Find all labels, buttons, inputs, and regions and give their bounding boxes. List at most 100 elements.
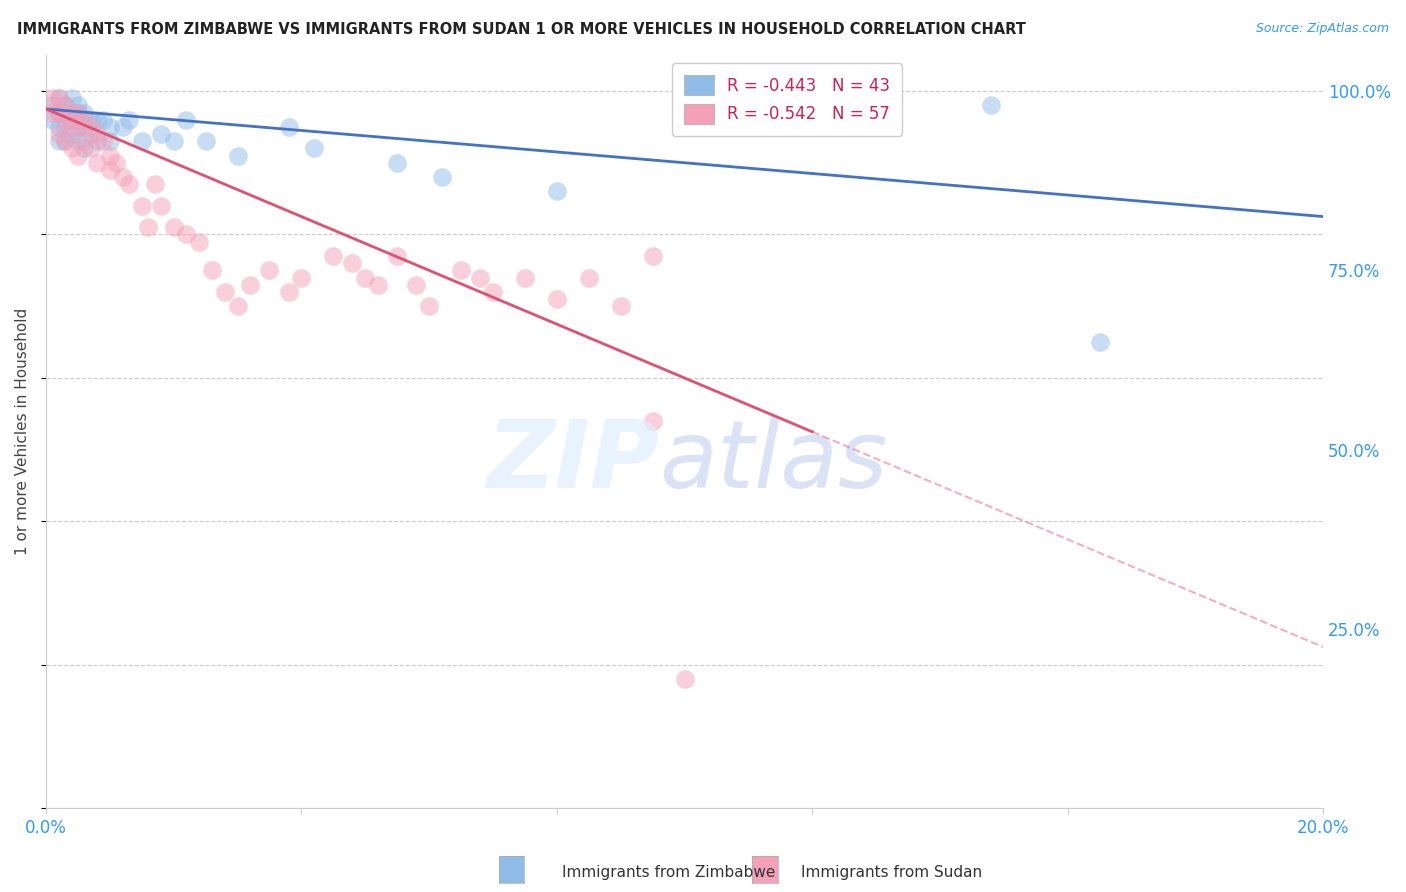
Point: [53, 98, 76, 112]
Point: [79, 120, 101, 134]
Point: [450, 263, 472, 277]
Point: [79, 141, 101, 155]
Text: Immigrants from Sudan: Immigrants from Sudan: [801, 865, 983, 880]
Point: [66, 148, 89, 162]
Point: [41, 91, 63, 105]
Text: atlas: atlas: [659, 417, 887, 508]
Point: [98, 148, 121, 162]
Point: [290, 270, 312, 285]
Text: IMMIGRANTS FROM ZIMBABWE VS IMMIGRANTS FROM SUDAN 1 OR MORE VEHICLES IN HOUSEHOL: IMMIGRANTS FROM ZIMBABWE VS IMMIGRANTS F…: [17, 22, 1026, 37]
Point: [98, 163, 121, 178]
Point: [201, 263, 224, 277]
Point: [53, 98, 76, 112]
Point: [136, 220, 159, 235]
Point: [98, 120, 121, 134]
Point: [176, 112, 198, 127]
Point: [60, 141, 83, 155]
Point: [66, 98, 89, 112]
Point: [48, 91, 70, 105]
Point: [176, 227, 198, 242]
Point: [53, 120, 76, 134]
Point: [385, 155, 408, 169]
Point: [342, 256, 364, 270]
Point: [259, 263, 281, 277]
Point: [53, 134, 76, 148]
Point: [41, 98, 63, 112]
Point: [430, 170, 453, 185]
Point: [980, 98, 1002, 112]
Point: [513, 270, 536, 285]
Point: [226, 299, 249, 313]
Point: [53, 134, 76, 148]
Point: [673, 673, 696, 687]
Point: [188, 235, 211, 249]
Point: [105, 155, 128, 169]
Point: [149, 199, 172, 213]
Point: [66, 120, 89, 134]
Point: [214, 285, 236, 299]
Point: [367, 277, 389, 292]
Point: [163, 134, 186, 148]
Point: [86, 134, 108, 148]
Point: [239, 277, 262, 292]
Point: [470, 270, 492, 285]
Point: [66, 105, 89, 120]
Point: [277, 285, 299, 299]
Point: [48, 105, 70, 120]
Point: [111, 120, 134, 134]
Point: [1088, 335, 1111, 350]
Point: [60, 112, 83, 127]
Point: [48, 127, 70, 141]
Point: [418, 299, 440, 313]
Point: [194, 134, 217, 148]
Point: [60, 105, 83, 120]
Point: [277, 120, 299, 134]
Point: [609, 299, 631, 313]
Point: [86, 112, 108, 127]
Point: [73, 112, 96, 127]
Point: [66, 105, 89, 120]
Point: [118, 112, 141, 127]
Point: [641, 249, 664, 263]
Point: [48, 120, 70, 134]
Text: Immigrants from Zimbabwe: Immigrants from Zimbabwe: [562, 865, 776, 880]
Point: [482, 285, 505, 299]
Point: [60, 120, 83, 134]
Point: [86, 127, 108, 141]
Legend: R = -0.443   N = 43, R = -0.542   N = 57: R = -0.443 N = 43, R = -0.542 N = 57: [672, 63, 901, 136]
Point: [79, 127, 101, 141]
Point: [98, 134, 121, 148]
Point: [226, 148, 249, 162]
Point: [354, 270, 377, 285]
Point: [385, 249, 408, 263]
Point: [163, 220, 186, 235]
Point: [60, 105, 83, 120]
Point: [149, 127, 172, 141]
Point: [546, 292, 568, 306]
Point: [131, 134, 153, 148]
Point: [322, 249, 344, 263]
Text: ZIP: ZIP: [486, 416, 659, 508]
Point: [48, 105, 70, 120]
Point: [53, 112, 76, 127]
Point: [53, 105, 76, 120]
Point: [73, 134, 96, 148]
Point: [93, 112, 115, 127]
Point: [41, 112, 63, 127]
Point: [41, 105, 63, 120]
Point: [118, 178, 141, 192]
Point: [73, 141, 96, 155]
Point: [578, 270, 600, 285]
Point: [405, 277, 427, 292]
Point: [86, 155, 108, 169]
Point: [73, 120, 96, 134]
Point: [66, 120, 89, 134]
Point: [131, 199, 153, 213]
Point: [641, 414, 664, 428]
Point: [546, 185, 568, 199]
Point: [60, 127, 83, 141]
Point: [93, 134, 115, 148]
Text: Source: ZipAtlas.com: Source: ZipAtlas.com: [1256, 22, 1389, 36]
Point: [48, 91, 70, 105]
Point: [111, 170, 134, 185]
